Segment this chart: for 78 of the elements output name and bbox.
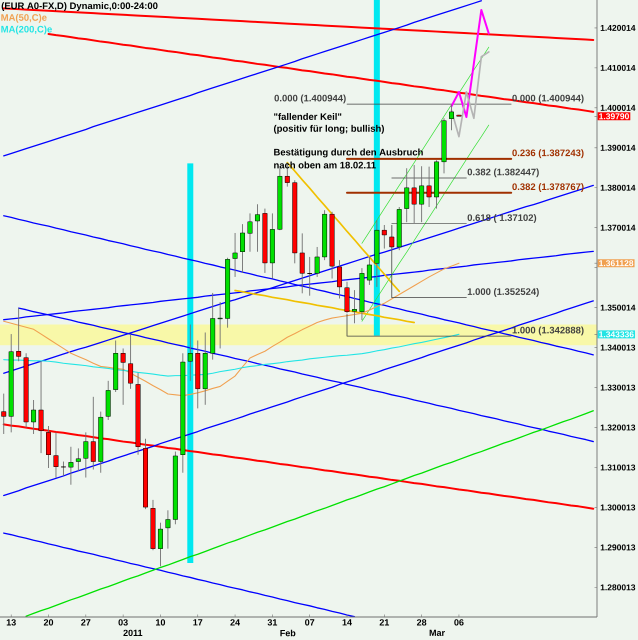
data-label: 0.000 (1.400944) — [274, 94, 346, 104]
candlestick — [83, 432, 88, 478]
y-tick-label: 1.370014 — [600, 224, 636, 231]
candlestick — [382, 224, 387, 250]
y-tick-label: 1.380014 — [600, 184, 636, 191]
candlestick — [240, 224, 246, 274]
data-label: 0.382 (1.382447) — [468, 168, 539, 178]
candlestick — [366, 256, 372, 286]
data-label: 1.000 (1.352524) — [468, 288, 539, 297]
y-tick-label: 1.280013 — [600, 584, 636, 590]
data-label: 0.236 (1.387243) — [512, 149, 584, 158]
candlestick — [46, 426, 51, 468]
y-tick-label: 1.340013 — [600, 344, 636, 351]
text: Mar — [430, 630, 445, 636]
candlestick — [248, 212, 252, 252]
text: MA(50,C)e — [1, 14, 47, 23]
candlestick — [60, 461, 66, 476]
x-tick-label: 13 — [6, 619, 16, 626]
y-tick-label: 1.310013 — [600, 464, 636, 470]
line-series — [450, 51, 490, 138]
line-series — [450, 8, 490, 118]
candlestick — [448, 104, 454, 131]
candlestick — [307, 256, 312, 296]
x-tick-label: 07 — [305, 619, 314, 626]
candlestick — [412, 164, 417, 224]
candlestick — [404, 168, 410, 223]
candlestick — [120, 348, 126, 406]
x-tick-label: 31 — [268, 619, 278, 626]
candlestick — [165, 510, 170, 550]
text: MA(200,C)e — [1, 26, 52, 34]
data-label: 0.382 (1.378767) — [512, 183, 584, 192]
text: Feb — [280, 630, 296, 636]
candlestick — [337, 260, 342, 299]
candlestick — [300, 232, 305, 294]
x-tick-label: 27 — [81, 619, 90, 626]
y-tick-label: 1.300013 — [600, 504, 636, 510]
y-tick-label: 1.330013 — [600, 384, 636, 391]
x-tick-label: 21 — [380, 619, 390, 626]
x-tick-label: 28 — [416, 619, 426, 626]
candlestick — [76, 448, 81, 472]
text: 2011 — [123, 630, 142, 636]
x-tick-label: 20 — [44, 619, 54, 626]
y-tick-label: 1.320013 — [600, 424, 636, 431]
candlestick — [31, 400, 36, 434]
x-tick-label: 10 — [156, 619, 166, 626]
candlestick — [419, 166, 424, 223]
y-tick-label: 1.290013 — [600, 544, 636, 550]
x-tick-label: 24 — [230, 619, 240, 626]
y-tick-label: 1.390014 — [600, 144, 636, 151]
candlestick — [68, 446, 74, 486]
x-tick-label: 17 — [193, 619, 202, 626]
y-tick-label: 1.39790 — [599, 113, 629, 120]
candlestick — [314, 246, 320, 278]
candlestick — [53, 432, 58, 478]
bar — [187, 163, 194, 564]
candlestick — [128, 334, 134, 390]
candlestick — [188, 324, 193, 382]
candlestick — [352, 290, 357, 324]
data-label: 0.618 ( 1.37102) — [468, 214, 536, 223]
candlestick — [16, 308, 22, 362]
candlestick — [426, 166, 432, 208]
y-tick-label: 1.410014 — [600, 64, 636, 71]
line-series — [3, 532, 356, 617]
candlestick — [158, 522, 163, 567]
data-label: 1.000 (1.342888) — [512, 326, 584, 336]
y-tick-label: 1.350014 — [600, 304, 636, 311]
y-tick-label: 1.343336 — [599, 331, 634, 338]
data-label: 0.000 (1.400944) — [512, 94, 584, 104]
candlestick — [254, 204, 260, 252]
x-tick-label: 06 — [454, 619, 464, 626]
annotation: "fallender Keil" — [274, 113, 342, 120]
candlestick — [232, 232, 238, 278]
y-tick-label: 1.400014 — [600, 104, 636, 111]
y-tick-label: 1.420014 — [600, 24, 636, 31]
y-tick-label: 1.361128 — [599, 260, 634, 266]
candlestick — [344, 281, 350, 314]
x-tick-label: 03 — [118, 619, 128, 626]
x-tick-label: 14 — [342, 619, 352, 626]
